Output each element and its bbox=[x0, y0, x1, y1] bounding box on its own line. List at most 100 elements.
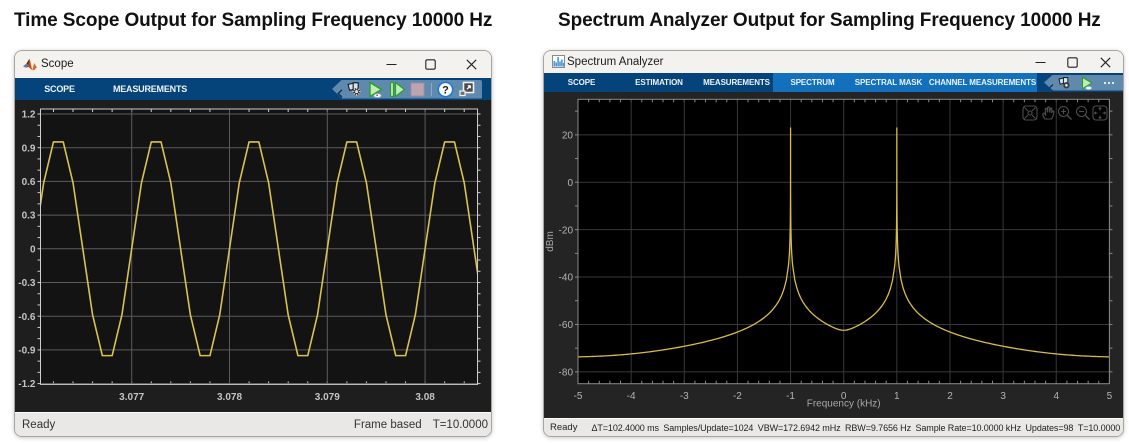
y-tick-label: -0.9 bbox=[18, 345, 36, 356]
x-tick-label: 3.08 bbox=[415, 392, 435, 403]
status-item: ΔT=102.4000 ms bbox=[591, 422, 659, 433]
spectrum-quick-access-toolbar bbox=[1044, 74, 1123, 91]
x-tick-label: 4 bbox=[1053, 391, 1059, 402]
y-tick-label: 0.3 bbox=[22, 211, 36, 222]
scope-status-frame-mode: Frame based bbox=[353, 418, 422, 431]
stop-button[interactable] bbox=[407, 80, 428, 99]
y-tick-label: 0.6 bbox=[22, 177, 36, 188]
status-item: Updates=98 bbox=[1025, 422, 1074, 433]
plot-zoom-toolbar bbox=[1022, 104, 1108, 121]
svg-text:?: ? bbox=[442, 84, 449, 96]
y-tick-label: -20 bbox=[559, 225, 574, 236]
scope-window: Scope SCOPE MEASUREMENTS bbox=[14, 50, 492, 437]
spectrum-analyzer-logo-icon bbox=[552, 55, 565, 73]
x-tick-label: 0 bbox=[841, 391, 847, 402]
tab-scope[interactable]: SCOPE bbox=[44, 84, 75, 94]
y-tick-label: 0.9 bbox=[22, 143, 36, 154]
status-item: T=10.0000 bbox=[1077, 422, 1121, 433]
y-tick-label: -0.3 bbox=[18, 278, 36, 289]
y-tick-label: -0.6 bbox=[18, 312, 36, 323]
scope-settings-button[interactable] bbox=[344, 80, 365, 99]
tab-estimation[interactable]: ESTIMATION bbox=[635, 78, 683, 87]
x-tick-label: -4 bbox=[627, 391, 636, 402]
tab-channel-measurements[interactable]: CHANNEL MEASUREMENTS bbox=[928, 78, 1037, 87]
close-button[interactable] bbox=[1092, 51, 1118, 73]
dock-button[interactable] bbox=[456, 80, 477, 99]
tab-measurements[interactable]: MEASUREMENTS bbox=[112, 84, 188, 94]
y-tick-label: -80 bbox=[559, 367, 574, 378]
series-spectrum bbox=[578, 127, 1110, 358]
zoom-out-icon[interactable] bbox=[1075, 105, 1091, 121]
help-button[interactable]: ? bbox=[435, 80, 456, 99]
collapse-chevron-icon[interactable] bbox=[337, 85, 343, 99]
right-figure-title: Spectrum Analyzer Output for Sampling Fr… bbox=[558, 10, 1101, 31]
status-item: VBW=172.6942 mHz bbox=[757, 422, 841, 433]
y-tick-label: -60 bbox=[559, 320, 574, 331]
x-tick-label: -1 bbox=[786, 391, 795, 402]
scope-toolbar: SCOPE MEASUREMENTS bbox=[15, 78, 491, 100]
minimize-button[interactable] bbox=[378, 51, 404, 78]
tab-measurements[interactable]: MEASUREMENTS bbox=[703, 78, 770, 87]
axes-border bbox=[40, 108, 478, 385]
x-tick-label: 3.079 bbox=[315, 392, 340, 403]
spectrum-plot-svg: -5 -4 -3 -2 -1 0 1 2 3 4 5 20 0 -20 -40 -60 -80 Frequency… bbox=[545, 98, 1113, 410]
window-title: Spectrum Analyzer bbox=[567, 56, 664, 68]
zoom-data-icon[interactable] bbox=[1022, 104, 1038, 121]
step-forward-button[interactable] bbox=[386, 80, 407, 99]
run-button[interactable] bbox=[365, 80, 386, 99]
tab-scope[interactable]: SCOPE bbox=[567, 78, 596, 87]
x-tick-label: 2 bbox=[947, 391, 953, 402]
status-item: RBW=9.7656 Hz bbox=[845, 422, 911, 433]
tab-spectrum[interactable]: SPECTRUM bbox=[790, 78, 835, 87]
spectrum-plot-area[interactable]: -5 -4 -3 -2 -1 0 1 2 3 4 5 20 0 -20 -40 -60 -80 Frequency… bbox=[544, 92, 1123, 418]
pan-icon[interactable] bbox=[1040, 105, 1056, 121]
spectrum-titlebar: Spectrum Analyzer bbox=[544, 51, 1123, 73]
left-figure-title: Time Scope Output for Sampling Frequency… bbox=[14, 10, 493, 31]
zoom-in-icon[interactable] bbox=[1057, 105, 1073, 121]
close-button[interactable] bbox=[458, 51, 484, 78]
scope-status-ready: Ready bbox=[22, 418, 56, 431]
fit-to-view-icon[interactable] bbox=[1092, 104, 1108, 121]
axes-background bbox=[40, 109, 478, 385]
scope-settings-button[interactable] bbox=[1054, 75, 1076, 91]
tab-spectral-mask[interactable]: SPECTRAL MASK bbox=[854, 78, 923, 87]
x-tick-label: -2 bbox=[733, 391, 742, 402]
status-item: Samples/Update=1024 bbox=[663, 422, 754, 433]
maximize-button[interactable] bbox=[1059, 51, 1085, 73]
x-axis-title: Frequency (kHz) bbox=[807, 399, 881, 410]
y-tick-label: 20 bbox=[562, 130, 574, 141]
spectrum-toolbar: SCOPE ESTIMATION MEASUREMENTS SPECTRUM S… bbox=[544, 73, 1123, 92]
x-tick-label: 3.077 bbox=[119, 392, 144, 403]
y-tick-label: 0 bbox=[30, 244, 36, 255]
y-tick-label: -40 bbox=[559, 273, 574, 284]
x-tick-label: 3 bbox=[1000, 391, 1006, 402]
scope-status-sim-time: T=10.0000 bbox=[432, 418, 488, 431]
scope-titlebar: Scope bbox=[15, 51, 491, 78]
scope-plot-area[interactable]: 3.077 3.078 3.079 3.08 1.2 0.9 0.6 0.3 0 -0.3 -0.6… bbox=[15, 100, 491, 412]
run-button[interactable] bbox=[1076, 75, 1098, 91]
scope-plot-svg: 3.077 3.078 3.079 3.08 1.2 0.9 0.6 0.3 0 -0.3 -0.6… bbox=[18, 108, 481, 403]
spectrum-status-ready: Ready bbox=[550, 422, 578, 433]
minimize-button[interactable] bbox=[1027, 51, 1053, 73]
y-axis-title: dBm bbox=[545, 231, 556, 252]
y-tick-label: -1.2 bbox=[18, 379, 36, 390]
scope-quick-access-toolbar: ? bbox=[332, 79, 482, 99]
matlab-logo-icon bbox=[23, 58, 37, 76]
x-tick-label: 3.078 bbox=[217, 392, 242, 403]
spectrum-status-items: ΔT=102.4000 ms Samples/Update=1024 VBW=172… bbox=[591, 423, 1120, 433]
axes-border bbox=[577, 98, 1110, 385]
window-title: Scope bbox=[41, 58, 74, 70]
maximize-button[interactable] bbox=[417, 51, 443, 78]
status-item: Sample Rate=10.0000 kHz bbox=[915, 422, 1022, 433]
series-signal bbox=[40, 141, 478, 357]
spectrum-analyzer-window: Spectrum Analyzer SCOPE ESTIMATION MEASU… bbox=[543, 50, 1124, 437]
more-options-button[interactable] bbox=[1098, 75, 1120, 91]
scope-statusbar: Ready Frame based T=10.0000 bbox=[15, 412, 491, 436]
toolbar-separator bbox=[431, 82, 432, 96]
x-tick-label: -3 bbox=[680, 391, 689, 402]
x-tick-label: 1 bbox=[894, 391, 900, 402]
context-tab-block bbox=[772, 73, 1037, 92]
x-tick-label: -5 bbox=[574, 391, 583, 402]
y-tick-label: 0 bbox=[567, 178, 573, 189]
